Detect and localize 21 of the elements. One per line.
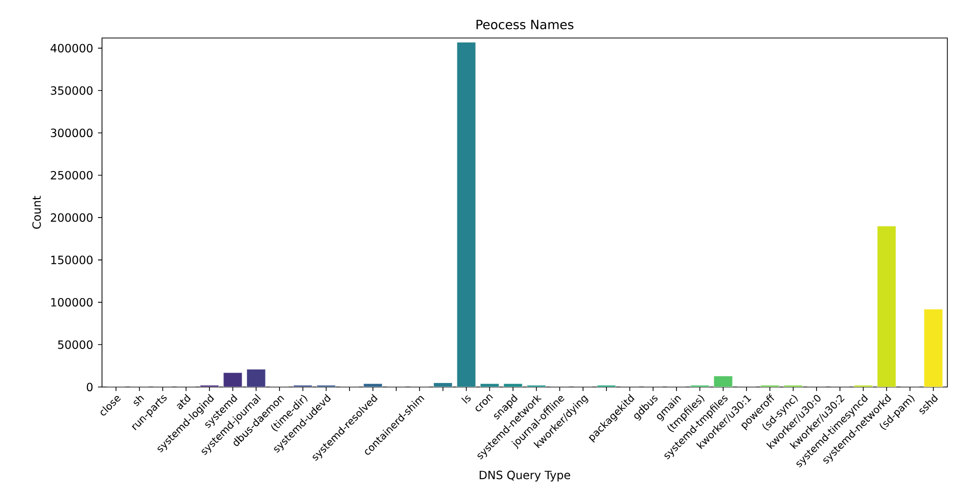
y-tick-label: 250000 [50,170,93,180]
chart-title: Peocess Names [476,20,574,30]
bar [924,308,943,388]
bar [480,383,500,388]
bar [503,383,523,388]
y-axis-title: Count [32,196,41,229]
y-tick-label: 300000 [50,128,93,138]
y-tick-label: 350000 [50,86,93,95]
y-tick-label: 400000 [50,44,93,52]
y-tick-label: 200000 [50,213,93,222]
bar [877,226,896,388]
y-tick-label: 100000 [51,298,93,307]
bar [246,369,266,388]
x-axis-title: DNS Query Type [480,470,570,482]
x-tick-label: ls [461,395,471,404]
y-tick-label: 50000 [58,340,93,349]
bar [363,383,382,388]
y-tick-label: 150000 [51,256,93,264]
bar [714,376,733,388]
bar [456,42,476,388]
y-tick-label: 0 [86,382,93,392]
